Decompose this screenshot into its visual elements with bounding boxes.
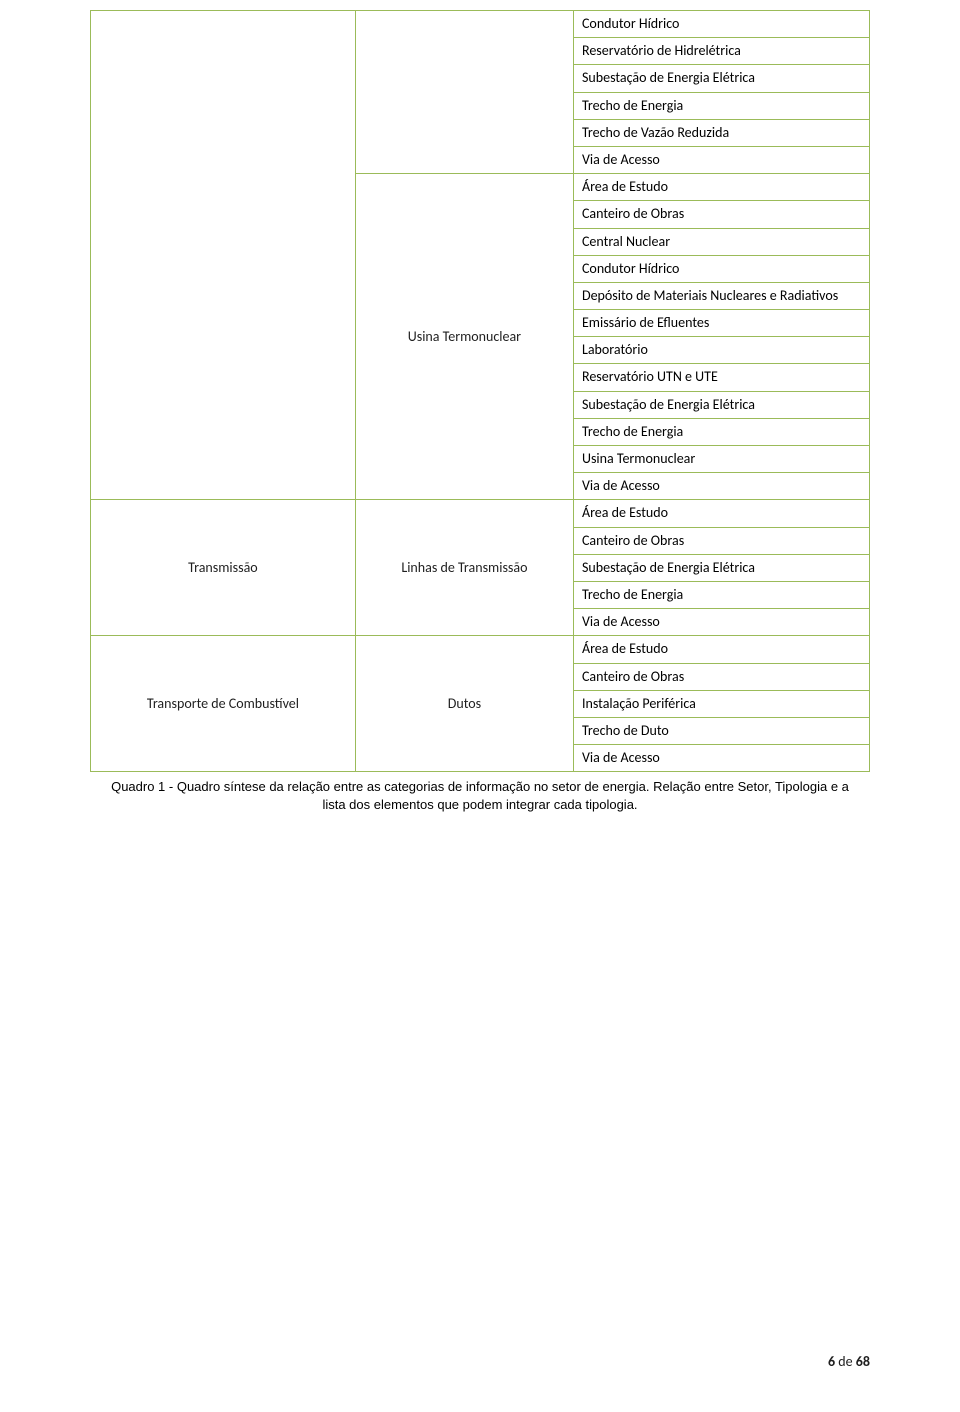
table-cell: Subestação de Energia Elétrica	[573, 391, 869, 418]
table-cell: Laboratório	[573, 337, 869, 364]
table-cell: Usina Termonuclear	[573, 446, 869, 473]
table-cell: Trecho de Energia	[573, 92, 869, 119]
table-cell: Área de Estudo	[573, 500, 869, 527]
table-cell: Área de Estudo	[573, 174, 869, 201]
page-sep: de	[835, 1353, 856, 1370]
table-cell: Central Nuclear	[573, 228, 869, 255]
table-cell: Área de Estudo	[573, 636, 869, 663]
table-cell: Subestação de Energia Elétrica	[573, 554, 869, 581]
table-cell-dutos: Dutos	[355, 636, 573, 772]
table-cell: Depósito de Materiais Nucleares e Radiat…	[573, 282, 869, 309]
table-cell-linhas-transmissao: Linhas de Transmissão	[355, 500, 573, 636]
table-cell-col2-continued	[355, 11, 573, 174]
table-cell: Via de Acesso	[573, 745, 869, 772]
table-cell: Trecho de Energia	[573, 418, 869, 445]
table-cell: Trecho de Duto	[573, 717, 869, 744]
table-cell: Condutor Hídrico	[573, 255, 869, 282]
table-cell-usina-termonuclear: Usina Termonuclear	[355, 174, 573, 500]
table-cell: Canteiro de Obras	[573, 201, 869, 228]
table-caption: Quadro 1 - Quadro síntese da relação ent…	[90, 778, 870, 813]
page-footer: 6 de 68	[828, 1353, 870, 1370]
table-cell: Emissário de Efluentes	[573, 310, 869, 337]
table-cell: Subestação de Energia Elétrica	[573, 65, 869, 92]
table-cell: Canteiro de Obras	[573, 663, 869, 690]
table-cell-transmissao: Transmissão	[91, 500, 356, 636]
table-cell: Trecho de Energia	[573, 581, 869, 608]
table-cell: Instalação Periférica	[573, 690, 869, 717]
table-cell: Trecho de Vazão Reduzida	[573, 119, 869, 146]
table-cell: Via de Acesso	[573, 146, 869, 173]
table-cell: Via de Acesso	[573, 609, 869, 636]
table-cell: Canteiro de Obras	[573, 527, 869, 554]
table-cell: Condutor Hídrico	[573, 11, 869, 38]
table-quadro: Condutor Hídrico Reservatório de Hidrelé…	[90, 10, 870, 772]
table-cell-col1-continued	[91, 11, 356, 500]
table-cell: Reservatório de Hidrelétrica	[573, 38, 869, 65]
table-cell-transporte-combustivel: Transporte de Combustível	[91, 636, 356, 772]
table-cell: Reservatório UTN e UTE	[573, 364, 869, 391]
page-total: 68	[856, 1353, 870, 1370]
table-cell: Via de Acesso	[573, 473, 869, 500]
